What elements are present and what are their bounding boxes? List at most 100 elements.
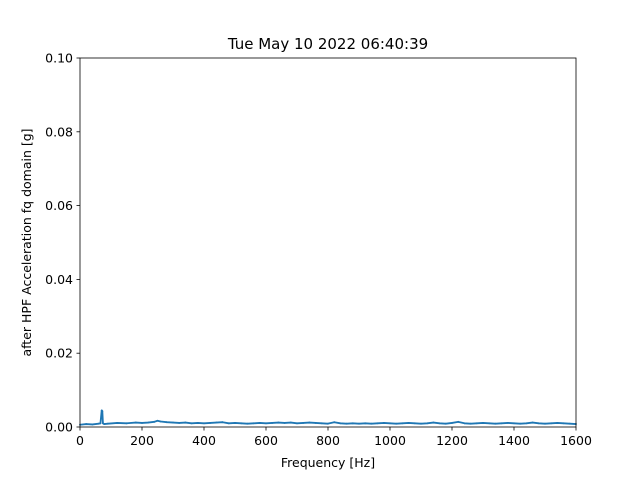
- data-point: [568, 422, 571, 425]
- data-point: [227, 422, 230, 425]
- data-point: [451, 422, 453, 424]
- data-point: [97, 422, 100, 425]
- y-axis-label: after HPF Acceleration fq domain [g]: [19, 128, 34, 356]
- x-tick-label: 0: [76, 433, 84, 448]
- data-point: [351, 422, 354, 425]
- y-tick-label: 0.08: [45, 124, 73, 139]
- x-axis-label: Frequency [Hz]: [281, 455, 375, 470]
- data-point: [271, 422, 274, 424]
- data-point: [544, 422, 546, 425]
- data-point: [550, 422, 553, 425]
- data-point: [184, 421, 187, 424]
- data-point: [101, 410, 104, 413]
- data-point: [506, 422, 509, 424]
- data-point: [525, 422, 528, 425]
- data-point: [370, 422, 373, 425]
- x-tick-label: 800: [316, 433, 340, 448]
- plot-area: [80, 58, 576, 427]
- data-point: [147, 421, 150, 424]
- data-point: [215, 421, 218, 424]
- data-point: [153, 420, 156, 423]
- data-point: [519, 422, 522, 425]
- data-point: [494, 422, 497, 425]
- data-point: [475, 422, 478, 425]
- axes-frame: [79, 57, 577, 428]
- data-point: [240, 422, 243, 425]
- x-tick-label: 1200: [436, 433, 468, 448]
- x-tick-label: 400: [192, 433, 216, 448]
- data-point: [314, 422, 317, 424]
- data-point: [221, 421, 224, 424]
- data-point: [364, 422, 367, 425]
- data-point: [116, 422, 119, 424]
- data-point: [333, 421, 336, 424]
- data-point: [289, 421, 292, 424]
- data-point: [134, 421, 137, 424]
- data-point: [345, 422, 348, 425]
- x-tick-label: 200: [130, 433, 154, 448]
- data-point: [103, 423, 106, 425]
- data-point: [382, 422, 385, 424]
- data-point: [376, 422, 379, 425]
- x-tick-label: 1000: [374, 433, 406, 448]
- data-point: [308, 421, 311, 424]
- data-point: [85, 423, 88, 425]
- data-point: [246, 422, 249, 425]
- data-point: [107, 422, 109, 425]
- data-point: [339, 422, 342, 425]
- data-point: [358, 422, 360, 425]
- data-point: [395, 422, 398, 425]
- x-tick-label: 1600: [560, 433, 592, 448]
- y-tick-label: 0.10: [45, 51, 73, 66]
- data-point: [426, 422, 429, 425]
- data-point: [209, 422, 212, 424]
- data-point: [420, 422, 422, 425]
- data-point: [463, 422, 466, 425]
- data-point: [99, 422, 102, 425]
- data-point: [234, 422, 236, 424]
- data-point: [444, 422, 447, 425]
- data-point: [488, 422, 491, 425]
- y-tick-label: 0.02: [45, 346, 73, 361]
- data-point: [413, 422, 416, 425]
- y-tick-label: 0.00: [45, 420, 73, 435]
- data-point: [196, 422, 199, 424]
- data-point: [165, 421, 168, 424]
- y-tick-label: 0.04: [45, 272, 73, 287]
- data-point: [156, 419, 159, 422]
- data-point: [500, 422, 503, 425]
- x-tick-label: 1400: [498, 433, 530, 448]
- data-point: [531, 421, 534, 424]
- data-point: [513, 422, 515, 425]
- data-point: [141, 422, 143, 424]
- data-point: [407, 422, 410, 424]
- chart-title: Tue May 10 2022 06:40:39: [227, 35, 428, 53]
- data-point: [258, 422, 261, 424]
- data-point: [438, 422, 441, 425]
- data-point: [556, 422, 559, 424]
- data-point: [91, 423, 94, 426]
- data-point: [327, 422, 329, 425]
- data-point: [203, 422, 205, 425]
- data-point: [252, 422, 255, 425]
- data-point: [432, 421, 435, 424]
- data-point: [190, 422, 193, 425]
- data-point: [296, 422, 298, 425]
- data-layer: [79, 409, 577, 426]
- data-point: [265, 422, 267, 425]
- data-point: [320, 422, 323, 425]
- data-point: [482, 422, 484, 424]
- data-point: [457, 420, 460, 423]
- ticks-layer: 0 200 400 600 800 1000 1200 1400 1600 0.00 0.02 0.0…: [45, 51, 592, 449]
- x-tick-label: 600: [254, 433, 278, 448]
- data-point: [172, 421, 174, 424]
- data-point: [159, 420, 162, 423]
- data-point: [302, 422, 305, 424]
- data-point: [178, 422, 181, 424]
- data-point: [277, 421, 280, 424]
- y-tick-label: 0.06: [45, 198, 73, 213]
- data-point: [283, 422, 286, 424]
- data-point: [389, 422, 391, 425]
- data-point: [125, 422, 128, 425]
